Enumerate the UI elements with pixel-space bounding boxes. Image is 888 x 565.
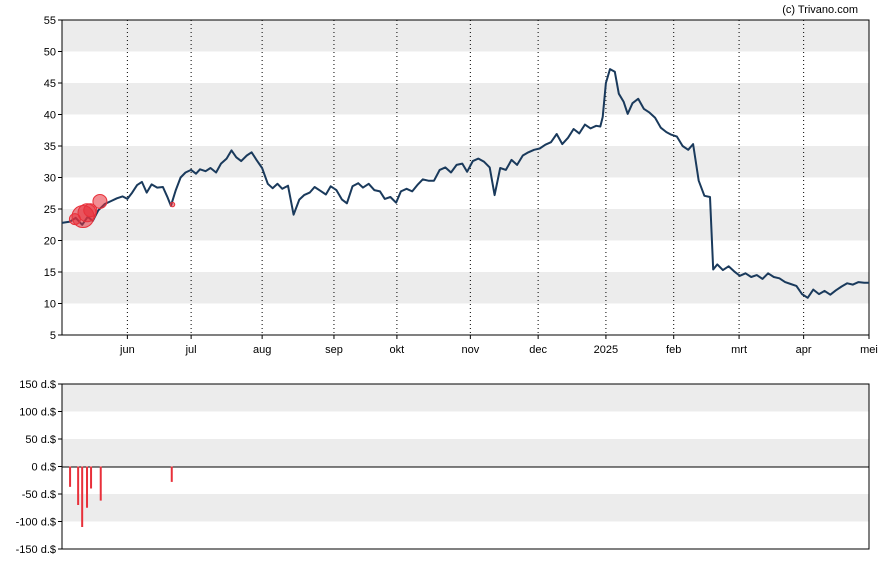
- transactions-y-tick-label: -50 d.$: [22, 489, 56, 501]
- insider-marker: [169, 201, 176, 208]
- x-tick-label: jun: [119, 344, 135, 356]
- insider-markers: [68, 193, 176, 229]
- transaction-bar: [86, 466, 89, 508]
- price-line: [61, 68, 869, 299]
- price-y-axis: 5 10 15 20 25 30 35 40 45 50 55: [44, 15, 62, 342]
- x-tick-label: apr: [796, 344, 812, 356]
- transactions-y-tick-label: -100 d.$: [16, 517, 56, 529]
- x-tick-label: mrt: [731, 344, 747, 356]
- price-y-tick-label: 20: [44, 236, 56, 248]
- x-tick-label: okt: [390, 344, 405, 356]
- x-tick-label: 2025: [594, 344, 618, 356]
- transactions-y-tick-label: -150 d.$: [16, 544, 56, 556]
- transactions-bars: [69, 466, 173, 527]
- x-tick-label: nov: [461, 344, 479, 356]
- transactions-y-tick-label: 100 d.$: [19, 407, 56, 419]
- price-y-tick-label: 55: [44, 15, 56, 27]
- price-y-tick-label: 10: [44, 299, 56, 311]
- price-y-tick-label: 40: [44, 110, 56, 122]
- transaction-bar: [81, 466, 84, 527]
- transactions-y-axis: 150 d.$ 100 d.$ 50 d.$ 0 d.$ -50 d.$ -100 d.$…: [16, 379, 62, 556]
- transaction-bar: [90, 466, 93, 489]
- price-y-tick-label: 35: [44, 141, 56, 153]
- price-grid-band: [62, 83, 869, 115]
- transaction-bar: [77, 466, 80, 505]
- price-y-tick-label: 25: [44, 204, 56, 216]
- transaction-bar: [99, 466, 102, 501]
- transaction-bar: [69, 466, 72, 487]
- x-tick-label: mei: [860, 344, 878, 356]
- transactions-grid-bands: [62, 384, 869, 522]
- x-tick-label: jul: [185, 344, 197, 356]
- insider-marker: [92, 193, 108, 209]
- price-grid-band: [62, 20, 869, 52]
- x-tick-label: aug: [253, 344, 271, 356]
- insider-marker: [83, 203, 98, 218]
- price-y-tick-label: 30: [44, 173, 56, 185]
- transactions-y-tick-label: 0 d.$: [32, 462, 56, 474]
- transaction-bar: [170, 466, 173, 482]
- price-y-tick-label: 5: [50, 330, 56, 342]
- transactions-grid-band: [62, 494, 869, 522]
- x-tick-label: dec: [529, 344, 547, 356]
- transactions-y-tick-label: 150 d.$: [19, 379, 56, 391]
- price-grid-band: [62, 272, 869, 304]
- price-grid-band: [62, 209, 869, 241]
- transactions-grid-band: [62, 384, 869, 412]
- price-x-axis: jun jul aug sep okt nov dec 2025 feb mrt apr mei: [119, 335, 878, 356]
- price-grid-band: [62, 146, 869, 178]
- x-tick-label: sep: [325, 344, 343, 356]
- price-grid-bands: [62, 20, 869, 304]
- transactions-panel: 150 d.$ 100 d.$ 50 d.$ 0 d.$ -50 d.$ -100 d.$…: [16, 379, 870, 556]
- price-y-tick-label: 50: [44, 47, 56, 59]
- x-tick-label: feb: [666, 344, 681, 356]
- copyright-label: (c) Trivano.com: [782, 4, 858, 16]
- transactions-grid-band: [62, 439, 869, 467]
- price-y-tick-label: 45: [44, 78, 56, 90]
- transactions-y-tick-label: 50 d.$: [25, 434, 56, 446]
- price-y-tick-label: 15: [44, 267, 56, 279]
